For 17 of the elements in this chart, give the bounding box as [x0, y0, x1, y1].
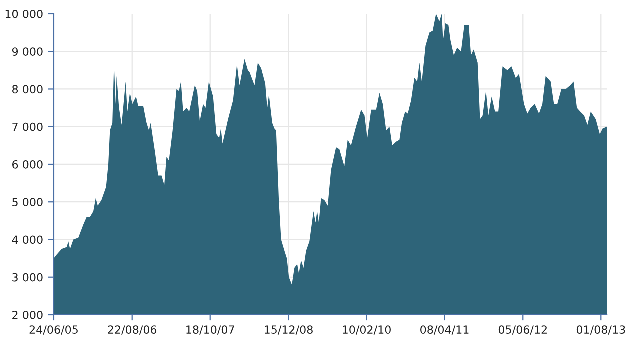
- y-tick-label: 6 000: [12, 160, 43, 169]
- x-tick-label: 10/02/10: [343, 326, 391, 335]
- x-tick-label: 05/06/12: [498, 326, 547, 335]
- y-tick-label: 4 000: [12, 236, 43, 244]
- y-tick-label: 10 000: [6, 10, 43, 18]
- y-tick-label: 2 000: [12, 310, 43, 320]
- y-tick-label: 9 000: [12, 48, 43, 56]
- y-tick-label: 3 000: [12, 273, 43, 282]
- y-tick-label: 7 000: [12, 122, 43, 132]
- x-tick-label: 24/06/05: [30, 326, 78, 335]
- x-tick-label: 08/04/11: [420, 326, 469, 335]
- y-tick-label: 5 000: [12, 198, 43, 206]
- y-tick-label: 8 000: [12, 85, 43, 94]
- x-tick-label: 15/12/08: [265, 326, 313, 335]
- x-tick-label: 18/10/07: [186, 326, 234, 335]
- x-tick-label: 22/08/06: [108, 326, 157, 335]
- x-tick-label: 01/08/13: [576, 326, 626, 335]
